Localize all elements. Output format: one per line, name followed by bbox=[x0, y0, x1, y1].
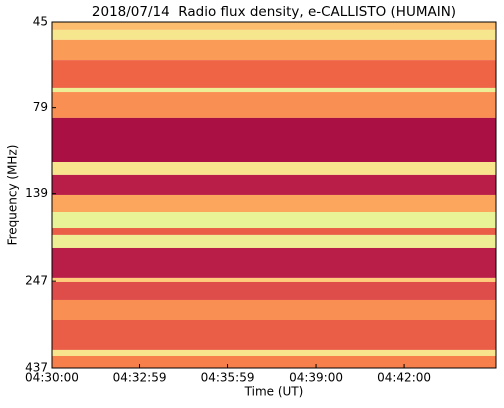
x-tick-label: 04:30:00 bbox=[25, 371, 79, 385]
spectrogram-band bbox=[52, 277, 496, 282]
x-tick-label: 04:42:00 bbox=[377, 371, 431, 385]
spectrogram-band bbox=[52, 247, 496, 278]
spectrogram-band bbox=[52, 228, 496, 235]
chart-title: 2018/07/14 Radio flux density, e-CALLIST… bbox=[92, 4, 456, 20]
spectrogram-band bbox=[52, 29, 496, 40]
spectrogram-band bbox=[52, 299, 496, 320]
spectrogram-band bbox=[52, 117, 496, 163]
spectrogram-band bbox=[52, 349, 496, 356]
spectrogram-band bbox=[52, 281, 496, 300]
y-axis-label: Frequency (MHz) bbox=[6, 145, 20, 246]
spectrogram-band bbox=[52, 234, 496, 248]
spectrogram-band bbox=[52, 355, 496, 368]
x-tick-label: 04:32:59 bbox=[113, 371, 167, 385]
plot-frame bbox=[51, 21, 497, 369]
spectrogram-band bbox=[52, 174, 496, 195]
spectrogram-band bbox=[52, 92, 496, 118]
spectrogram-band bbox=[52, 39, 496, 61]
spectrogram-band bbox=[52, 87, 496, 93]
y-tick-label: 79 bbox=[33, 100, 48, 114]
spectrogram-band bbox=[52, 319, 496, 350]
x-axis-label: Time (UT) bbox=[244, 385, 304, 399]
x-tick-label: 04:35:59 bbox=[201, 371, 255, 385]
y-tick-label: 437 bbox=[25, 361, 48, 375]
spectrogram-band bbox=[52, 211, 496, 229]
y-tick-label: 139 bbox=[25, 186, 48, 200]
spectrogram-band bbox=[52, 162, 496, 175]
spectrogram-band bbox=[52, 60, 496, 88]
x-tick-label: 04:39:00 bbox=[289, 371, 343, 385]
y-tick-label: 247 bbox=[25, 274, 48, 288]
spectrogram-band bbox=[52, 194, 496, 212]
y-tick-label: 45 bbox=[33, 15, 48, 29]
spectrogram-band bbox=[52, 22, 496, 30]
